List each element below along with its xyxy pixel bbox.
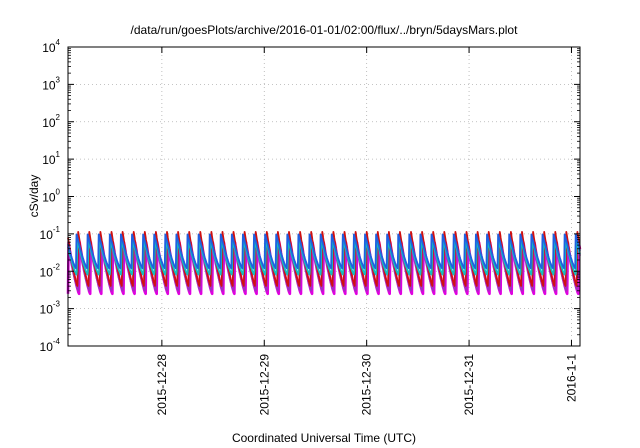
y-tick-label: 103 (42, 75, 60, 92)
x-tick-label: 2015-12-30 (360, 354, 374, 416)
y-tick-label: 10-1 (40, 225, 61, 242)
x-tick-label: 2015-12-31 (462, 354, 476, 416)
y-tick-label: 104 (42, 38, 60, 55)
x-tick-label: 2015-12-29 (257, 354, 271, 416)
x-tick-label: 2016-1-1 (564, 354, 578, 402)
y-tick-label: 10-3 (40, 300, 61, 317)
grid (68, 47, 580, 346)
y-tick-label: 101 (42, 150, 60, 167)
y-axis: 10-4 10-3 10-2 10-1 100 101 102 103 104 (40, 38, 580, 354)
y-tick-label: 102 (42, 113, 60, 130)
y-tick-label: 10-2 (40, 262, 61, 279)
x-axis: 2015-12-28 2015-12-29 2015-12-30 2015-12-31… (155, 47, 578, 416)
chart-title: /data/run/goesPlots/archive/2016-01-01/0… (131, 23, 519, 37)
y-tick-label: 100 (42, 188, 60, 205)
series-line (67, 233, 581, 270)
x-tick-label: 2015-12-28 (155, 354, 169, 416)
y-tick-label: 10-4 (40, 337, 61, 354)
series-group (66, 231, 582, 296)
y-axis-label: cSv/day (27, 175, 41, 218)
x-axis-label: Coordinated Universal Time (UTC) (232, 431, 416, 445)
